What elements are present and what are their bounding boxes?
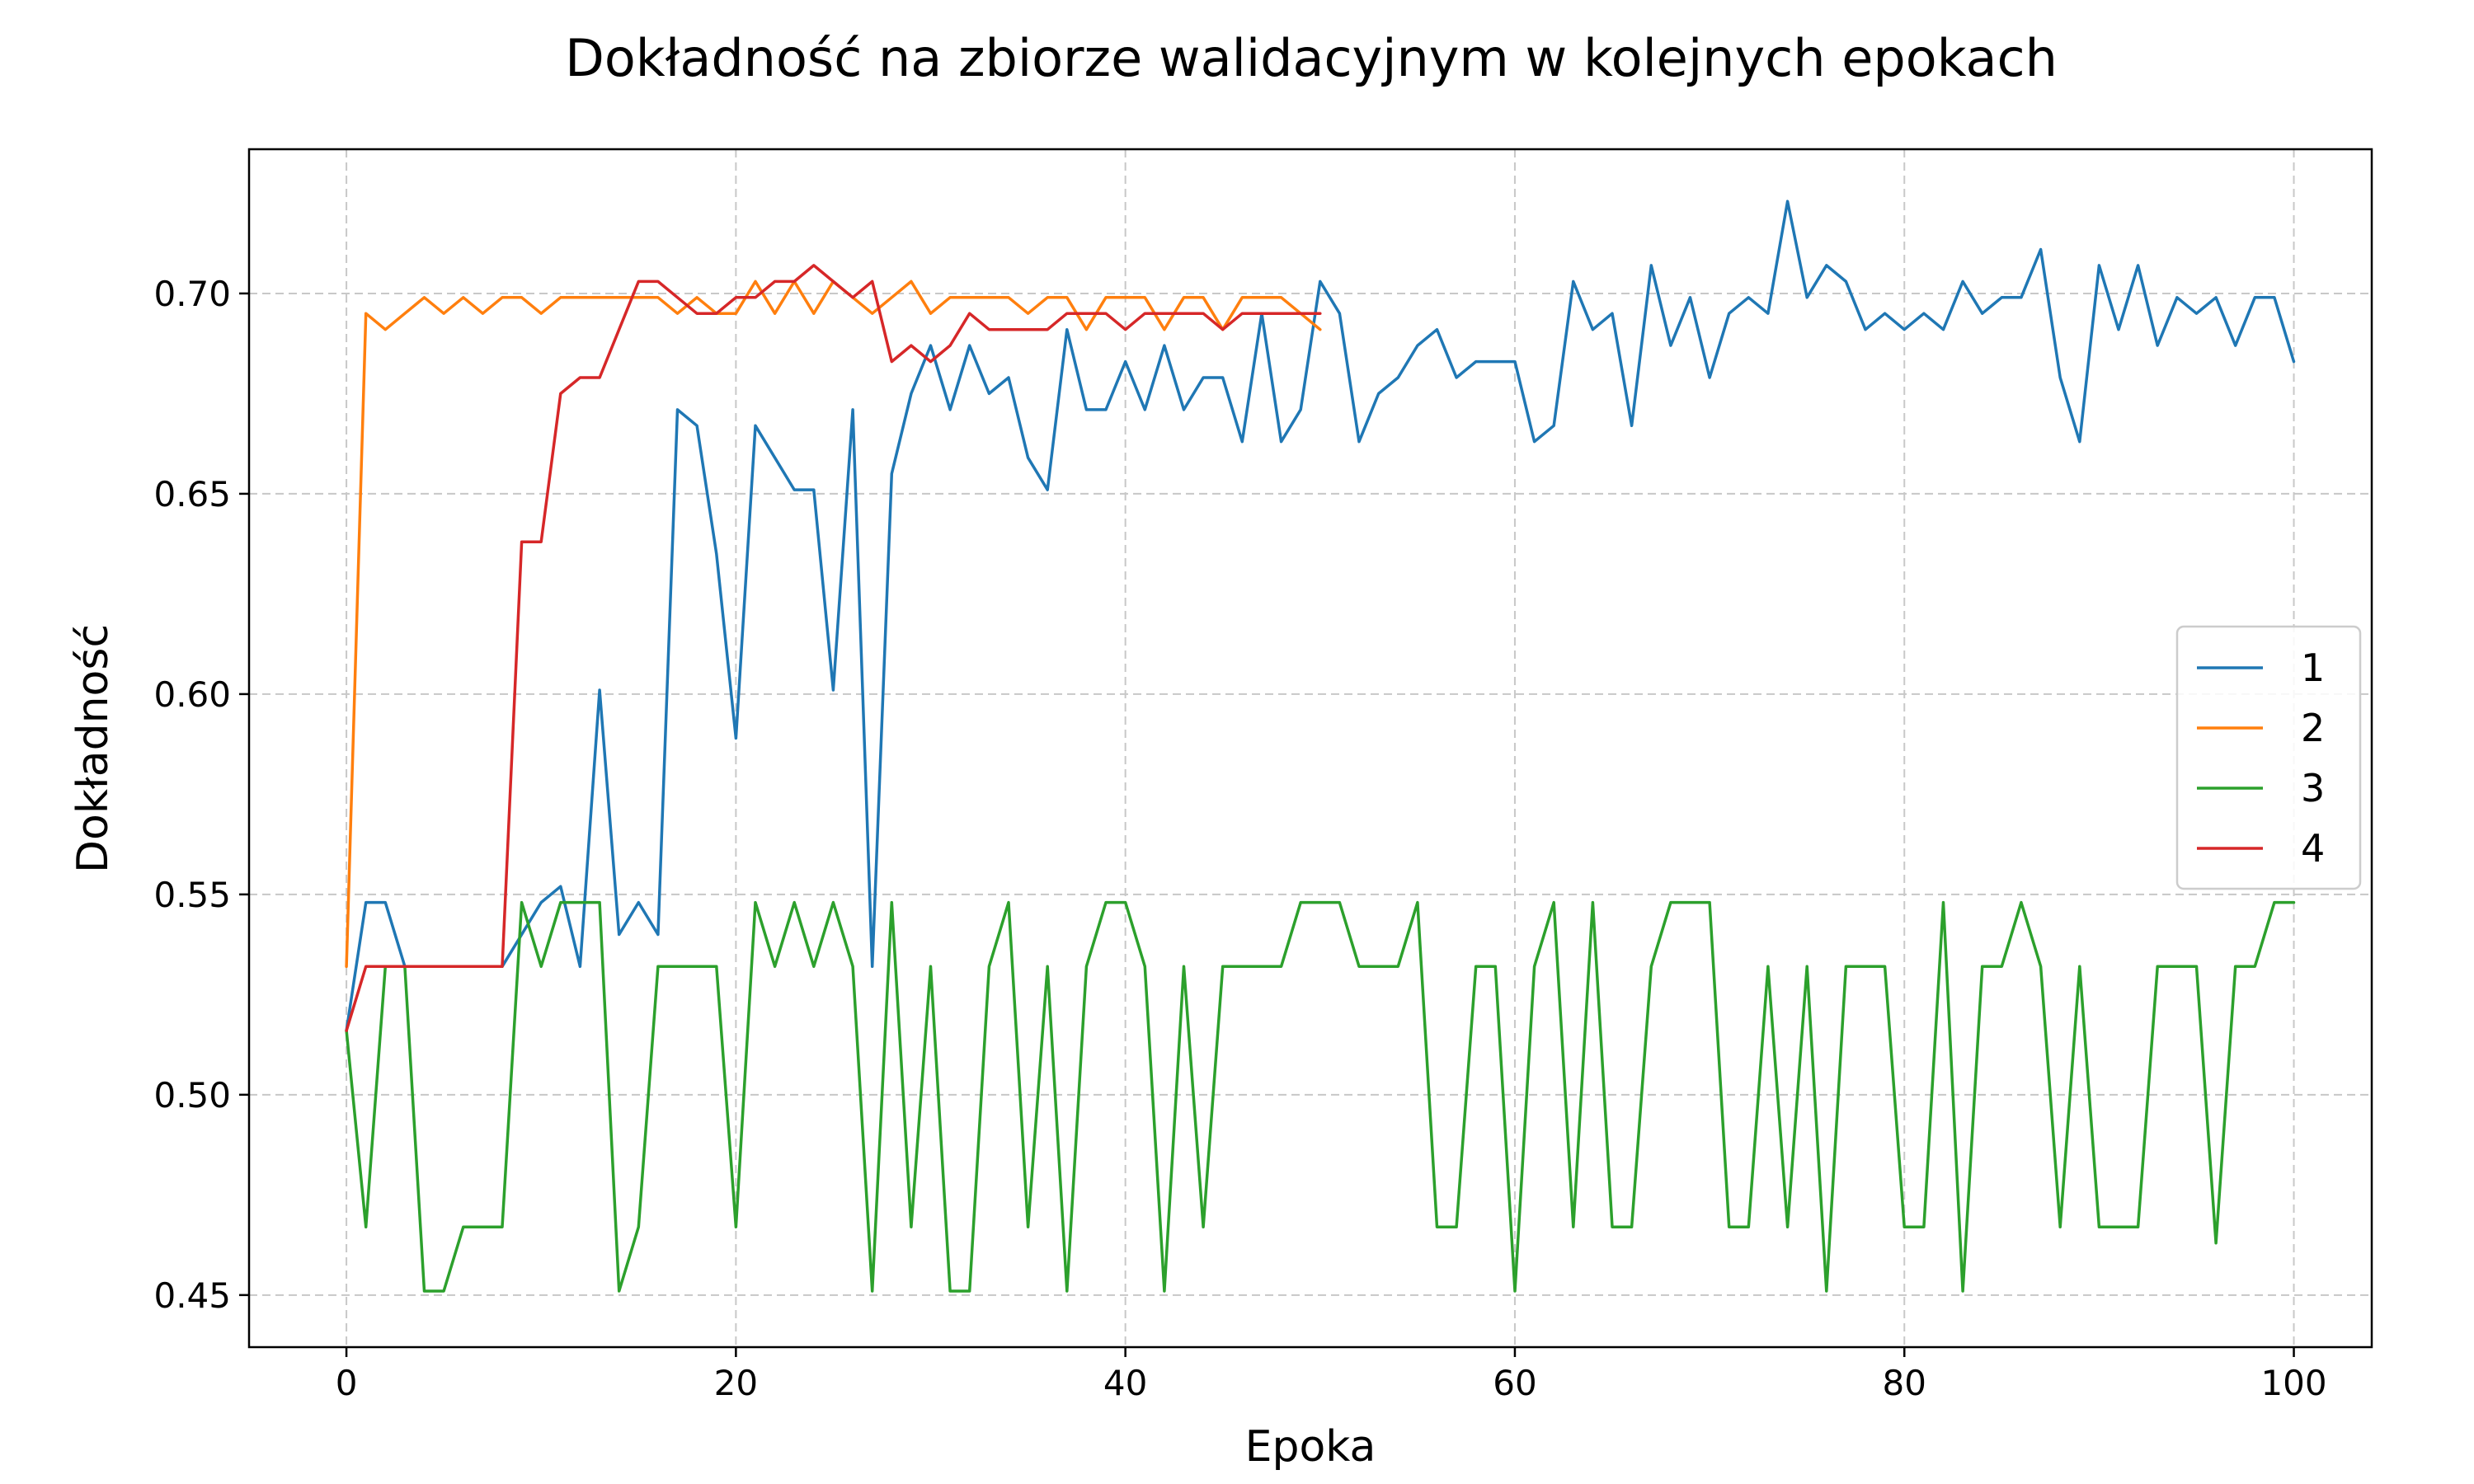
y-tick-label: 0.70: [153, 274, 231, 314]
series-line-4: [345, 264, 1322, 1032]
x-tick-label: 40: [1103, 1363, 1147, 1403]
x-tick-label: 100: [2260, 1363, 2326, 1403]
y-tick-label: 0.50: [153, 1075, 231, 1115]
x-axis-ticks: 0 20 40 60 80 100: [336, 1347, 2327, 1403]
series-group: [345, 200, 2296, 1293]
x-tick-label: 20: [714, 1363, 758, 1403]
y-tick-label: 0.45: [153, 1275, 231, 1316]
y-axis-ticks: 0.45 0.50 0.55 0.60 0.65 0.70: [153, 274, 249, 1316]
y-axis-label: Dokładność: [68, 624, 118, 873]
legend-label-2: 2: [2301, 706, 2325, 750]
plot-frame: [247, 148, 2373, 1349]
y-tick-label: 0.55: [153, 875, 231, 915]
x-axis-label: Epoka: [1245, 1422, 1376, 1472]
legend-label-4: 4: [2301, 826, 2325, 871]
series-line-1: [345, 200, 2296, 1032]
y-tick-label: 0.65: [153, 474, 231, 514]
series-line-3: [345, 900, 2296, 1293]
y-tick-label: 0.60: [153, 674, 231, 715]
legend-label-1: 1: [2301, 646, 2325, 690]
legend-label-3: 3: [2301, 766, 2325, 810]
x-tick-label: 0: [336, 1363, 358, 1403]
legend-box: [2175, 625, 2362, 890]
x-tick-label: 80: [1883, 1363, 1926, 1403]
x-tick-label: 60: [1493, 1363, 1536, 1403]
chart-title: Dokładność na zbiorze walidacyjnym w kol…: [565, 28, 2058, 88]
grid: [249, 149, 2372, 1347]
legend: 1 2 3 4: [2175, 625, 2362, 890]
